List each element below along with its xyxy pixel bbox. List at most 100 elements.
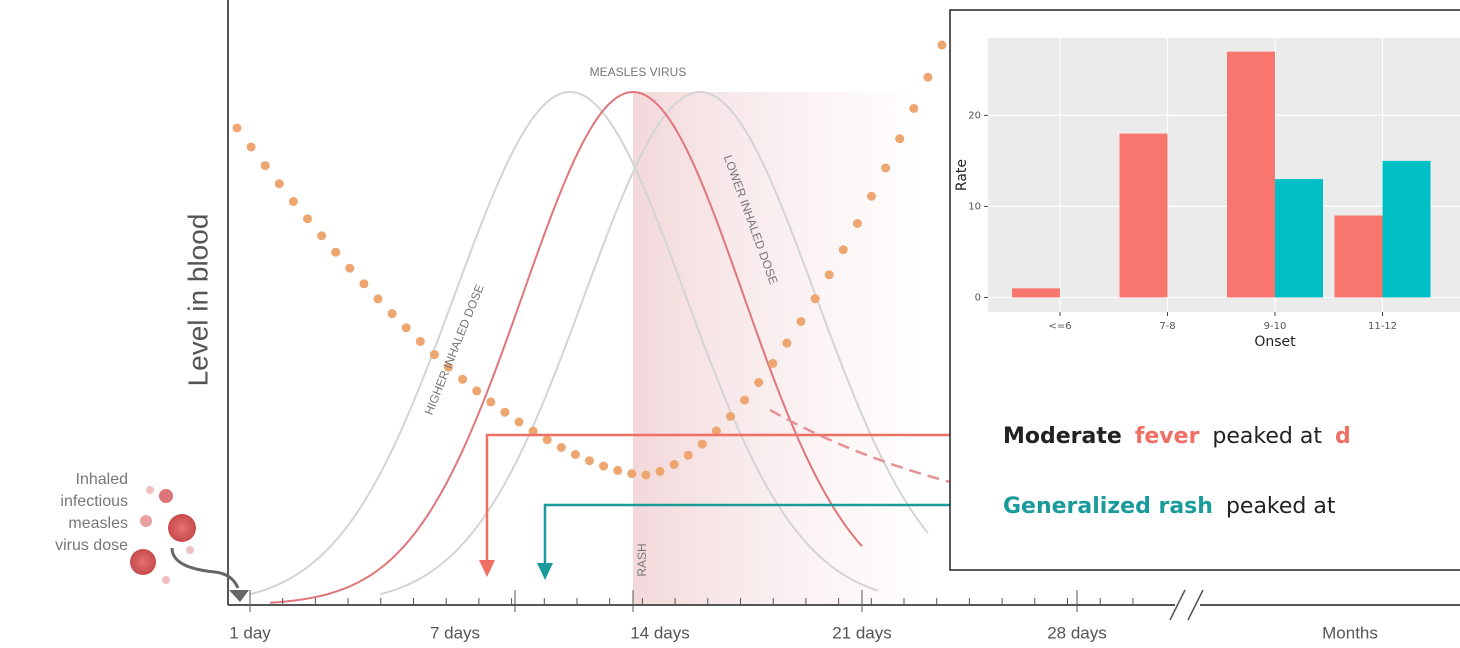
x-axis-label: Onset	[1254, 334, 1296, 350]
fever-dot	[415, 336, 425, 346]
curve-label: MEASLES VIRUS	[590, 65, 687, 79]
fever-dot	[585, 456, 594, 466]
fever-dot	[429, 350, 439, 360]
x-label: 1 day	[229, 623, 271, 642]
fever-dot	[514, 417, 524, 427]
fever-dot	[528, 426, 538, 436]
fever-dot	[486, 397, 496, 407]
x-label: 28 days	[1047, 623, 1107, 642]
curve	[269, 90, 863, 604]
fever-dot	[909, 103, 919, 113]
fever-dot	[895, 134, 905, 144]
fever-dot	[613, 465, 623, 475]
curve	[379, 90, 929, 596]
dose-line: measles	[68, 515, 128, 532]
dose-line: infectious	[60, 493, 128, 510]
rash-arrow	[543, 503, 985, 565]
x-tick-label: 7-8	[1159, 321, 1175, 332]
fever-note: Moderate fever peaked at d	[1003, 424, 1351, 449]
fever-dot	[796, 317, 806, 326]
fever-dot	[373, 294, 383, 304]
x-label: 7 days	[430, 623, 480, 642]
fever-dot	[500, 407, 510, 417]
fever-dot	[317, 231, 327, 241]
note-part: d	[1335, 424, 1351, 449]
x-label: Months	[1322, 623, 1378, 642]
fever-dot	[331, 247, 341, 257]
fever-dot	[655, 466, 665, 476]
fever-arrow	[485, 433, 985, 562]
fever-dot	[867, 191, 876, 201]
bar	[1227, 51, 1275, 298]
bar	[1334, 215, 1383, 298]
fever-dot	[359, 279, 369, 289]
fever-dot	[345, 263, 355, 273]
fever-dot	[852, 219, 862, 228]
y-tick-label: 20	[968, 110, 981, 121]
x-labels: 1 day 7 days 14 days 21 days 28 days Months	[229, 623, 1378, 642]
note-part: fever	[1135, 424, 1200, 449]
rash-band	[633, 92, 913, 605]
fever-dot	[768, 358, 778, 368]
curve-label: HIGHER INHALED DOSE	[422, 282, 487, 416]
fever-dot	[683, 450, 693, 460]
fever-dot	[669, 460, 679, 469]
note-part: Generalized rash	[1003, 494, 1213, 519]
note-part: Moderate	[1003, 424, 1122, 449]
y-axis-label: Rate	[954, 159, 970, 191]
x-tick-label: 11-12	[1368, 321, 1397, 332]
fever-dot	[232, 123, 242, 133]
fever-dot	[542, 435, 552, 445]
bar	[1275, 179, 1323, 298]
fever-dot	[824, 270, 834, 280]
arrowhead	[479, 560, 495, 577]
y-axis-label: Level in blood	[182, 214, 213, 387]
curve-label: RASH	[635, 543, 649, 576]
x-tick-label: 9-10	[1264, 321, 1287, 332]
fever-dot	[599, 461, 609, 471]
fever-dot	[838, 245, 848, 255]
fever-dot	[246, 142, 256, 152]
fever-dot	[556, 443, 566, 452]
y-tick-label: 0	[975, 292, 981, 303]
rash-note: Generalized rash peaked at	[1003, 494, 1336, 519]
fever-dot	[923, 72, 933, 82]
fever-dot	[303, 214, 312, 224]
fever-dot	[881, 163, 891, 173]
fever-dot	[274, 179, 284, 189]
fever-dot	[472, 386, 482, 396]
inset-chart: 0 10 20 <=6 7-8 9-10 11-12 Onset Rate	[954, 38, 1460, 350]
axis-break	[1169, 589, 1204, 621]
dose-line: Inhaled	[76, 471, 129, 488]
y-tick-label: 10	[968, 201, 981, 212]
fever-dot	[711, 426, 721, 436]
curves	[232, 40, 1134, 612]
fever-dot	[387, 309, 397, 319]
fever-dot	[697, 439, 707, 449]
fever-dot	[444, 362, 453, 372]
fever-dot	[627, 469, 637, 479]
fever-dot	[754, 378, 764, 387]
fever-dot	[458, 374, 468, 384]
dose-blobs	[130, 486, 249, 602]
fever-dot	[288, 197, 298, 206]
fever-dot	[570, 450, 580, 459]
curve	[769, 408, 951, 484]
bar	[1382, 160, 1431, 298]
bar	[1012, 288, 1060, 298]
fever-dot	[726, 411, 735, 421]
fever-dot	[782, 338, 792, 348]
curve	[249, 90, 879, 596]
dose-line: virus dose	[55, 537, 128, 554]
fever-dot	[740, 395, 750, 405]
fever-dot	[937, 40, 947, 50]
note-part: peaked at	[1212, 424, 1322, 449]
bar	[1119, 133, 1168, 298]
arrowhead	[537, 563, 553, 580]
fever-dot	[260, 161, 270, 171]
x-label: 14 days	[630, 623, 690, 642]
x-tick-label: <=6	[1048, 321, 1071, 332]
fever-dot	[401, 323, 411, 333]
